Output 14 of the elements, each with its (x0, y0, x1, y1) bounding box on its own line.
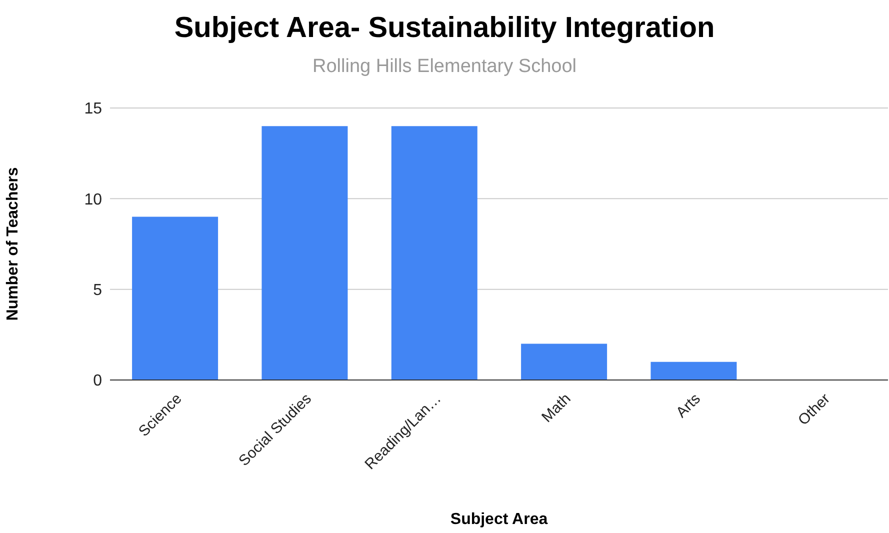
y-tick-label: 5 (93, 282, 102, 300)
bar (262, 126, 348, 380)
y-tick-label: 10 (84, 191, 102, 208)
y-axis-title: Number of Teachers (4, 167, 22, 321)
bar (132, 216, 218, 380)
chart-subtitle: Rolling Hills Elementary School (312, 56, 578, 78)
x-axis-title: Subject Area (450, 511, 548, 528)
chart-title: Subject Area- Sustainability Integration (173, 12, 716, 45)
x-tick-label: Arts (672, 390, 704, 422)
bar (521, 344, 608, 380)
y-tick-label: 15 (84, 100, 102, 118)
bar (650, 362, 737, 380)
bar (391, 126, 478, 380)
y-tick-label: 0 (93, 372, 102, 390)
